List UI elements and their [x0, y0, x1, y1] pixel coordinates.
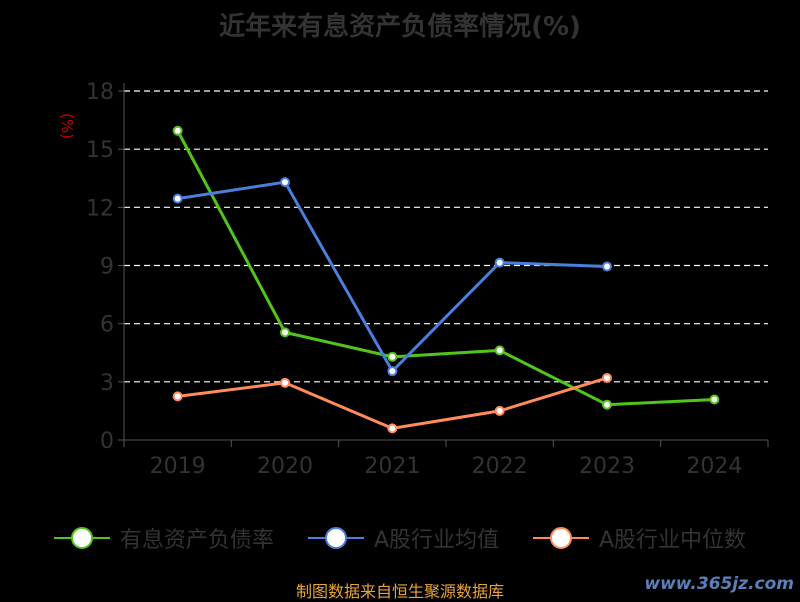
y-tick-label: 0: [100, 429, 114, 454]
y-tick-label: 6: [100, 313, 114, 338]
data-point-0[interactable]: [602, 399, 612, 410]
data-point-0[interactable]: [387, 351, 398, 362]
legend-marker-icon: [533, 527, 589, 549]
data-point-1[interactable]: [602, 261, 612, 272]
y-tick-label: 3: [100, 371, 114, 396]
data-point-1[interactable]: [172, 193, 183, 204]
y-axis-unit-label: (%): [58, 113, 76, 139]
x-tick-label: 2023: [579, 454, 635, 479]
data-point-2[interactable]: [172, 391, 183, 402]
data-point-0[interactable]: [172, 125, 183, 136]
x-tick-label: 2022: [472, 454, 528, 479]
data-point-1[interactable]: [387, 366, 398, 377]
chart-legend: 有息资产负债率 A股行业均值 A股行业中位数: [0, 522, 800, 554]
chart-title: 近年来有息资产负债率情况(%): [219, 12, 581, 42]
data-point-0[interactable]: [494, 345, 505, 356]
data-point-2[interactable]: [602, 372, 612, 383]
legend-item-1[interactable]: A股行业均值: [307, 522, 499, 554]
site-watermark: www.365jz.com: [644, 574, 794, 594]
legend-label: 有息资产负债率: [119, 528, 274, 553]
y-tick-label: 15: [86, 138, 114, 163]
x-tick-label: 2020: [257, 454, 313, 479]
x-tick-label: 2021: [364, 454, 420, 479]
legend-marker-icon: [307, 527, 364, 549]
data-point-2[interactable]: [280, 377, 290, 388]
series-line-2: [177, 376, 608, 430]
data-point-2[interactable]: [387, 423, 398, 434]
legend-marker-icon: [53, 527, 110, 549]
y-tick-label: 9: [100, 255, 114, 280]
data-source-note: 制图数据来自恒生聚源数据库: [295, 582, 504, 601]
data-point-0[interactable]: [280, 327, 290, 338]
series-line-1: [177, 180, 608, 373]
data-point-1[interactable]: [280, 177, 290, 188]
legend-label: A股行业中位数: [599, 528, 747, 553]
x-tick-label: 2019: [150, 454, 206, 479]
legend-label: A股行业均值: [373, 528, 499, 553]
series-line-0: [176, 130, 715, 407]
legend-item-2[interactable]: A股行业中位数: [533, 522, 746, 554]
y-tick-label: 12: [86, 196, 114, 221]
legend-item-0[interactable]: 有息资产负债率: [53, 522, 274, 554]
data-point-2[interactable]: [494, 405, 505, 416]
data-point-0[interactable]: [709, 394, 720, 405]
x-tick-label: 2024: [686, 454, 742, 479]
data-point-1[interactable]: [494, 257, 505, 268]
y-tick-label: 18: [86, 80, 114, 105]
